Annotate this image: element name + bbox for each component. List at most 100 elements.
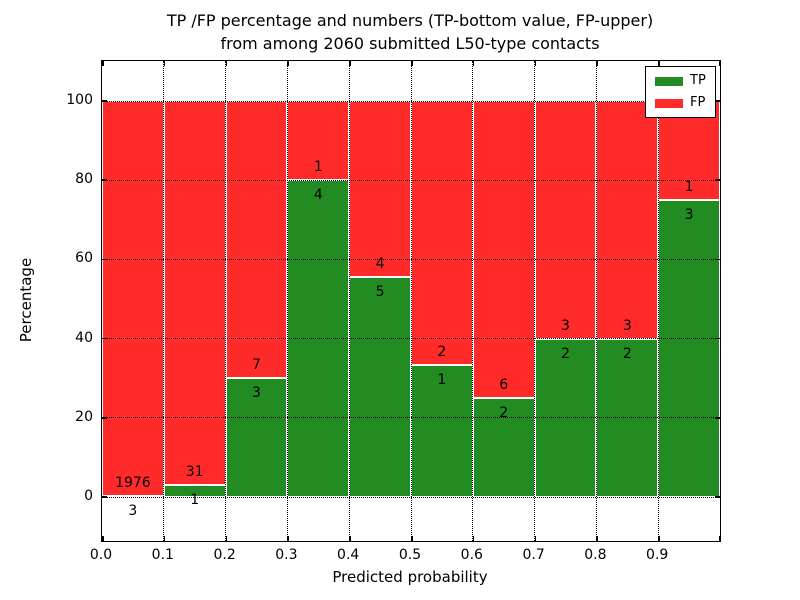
x-tick-top [534, 61, 537, 66]
x-axis-label: Predicted probability [332, 568, 488, 586]
y-tick-label: 80 [75, 171, 93, 188]
bar-tp [472, 398, 535, 497]
x-tick [102, 536, 104, 541]
x-tick-label: 0.9 [646, 547, 669, 563]
fp-count-label: 3 [622, 317, 632, 334]
x-tick-label: 0.7 [522, 547, 545, 563]
y-tick-label: 0 [84, 488, 93, 504]
legend: TP FP [645, 66, 716, 118]
x-tick [411, 536, 413, 541]
fp-count-label: 4 [375, 255, 385, 272]
bar-fp [102, 101, 164, 497]
fp-count-label: 31 [185, 463, 204, 480]
x-tick [534, 536, 537, 541]
x-tick-label: 0.8 [584, 547, 607, 563]
x-tick [349, 536, 351, 541]
x-tick-label: 0.5 [398, 547, 422, 563]
tp-count-label: 5 [375, 283, 385, 300]
bar-tp [658, 200, 720, 497]
y-tick [102, 100, 107, 102]
y-tick-right [715, 337, 720, 340]
x-tick-top [349, 61, 351, 66]
h-gridline [102, 338, 720, 340]
legend-label-tp: TP [690, 73, 706, 88]
fp-count-label: 1976 [115, 475, 151, 492]
x-tick [658, 536, 660, 541]
y-tick-label: 60 [75, 250, 93, 267]
bar-fp [349, 101, 411, 277]
y-tick-label: 100 [66, 92, 93, 108]
x-tick-top [411, 61, 413, 66]
tp-count-label: 3 [684, 207, 694, 223]
x-tick-top [596, 61, 598, 66]
plot-area: 1976 3 31 1 7 3 1 4 4 5 2 1 6 2 3 2 3 2 1 3 [101, 60, 721, 542]
v-gridline [225, 61, 227, 541]
v-gridline [286, 61, 288, 541]
fp-count-label: 3 [561, 317, 570, 334]
legend-label-fp: FP [690, 95, 706, 110]
v-gridline [348, 61, 350, 541]
x-tick [718, 536, 720, 541]
y-tick-right [715, 496, 720, 498]
y-tick [102, 496, 107, 498]
y-tick [102, 179, 107, 181]
v-gridline [410, 61, 412, 541]
tp-count-label: 1 [190, 491, 200, 508]
x-tick-label: 0.6 [460, 547, 483, 563]
v-gridline [163, 61, 165, 541]
tp-count-label: 3 [128, 503, 138, 520]
x-tick-label: 0.0 [89, 547, 113, 563]
v-gridline [472, 61, 474, 541]
bar-fp [225, 101, 288, 379]
tp-count-label: 3 [252, 385, 261, 402]
x-tick [225, 536, 228, 541]
x-tick [596, 536, 598, 541]
x-tick-label: 0.2 [213, 547, 236, 563]
tp-count-label: 2 [622, 345, 632, 362]
x-tick-top [658, 61, 660, 66]
fp-count-label: 1 [684, 179, 694, 195]
tp-count-label: 2 [561, 345, 570, 362]
x-tick [472, 536, 475, 541]
x-tick-top [225, 61, 228, 66]
y-tick [102, 417, 107, 419]
ticks-layer [102, 61, 720, 541]
chart-title: TP /FP percentage and numbers (TP-bottom… [101, 9, 719, 55]
x-tick-top [102, 61, 104, 66]
v-gridline [657, 61, 659, 541]
x-tick-label: 0.4 [337, 547, 360, 563]
y-tick [102, 337, 107, 340]
x-tick [163, 536, 166, 541]
legend-swatch-tp [655, 76, 683, 86]
h-gridline [102, 179, 720, 181]
fp-count-label: 7 [252, 357, 261, 374]
x-tick [287, 536, 289, 541]
y-tick-right [715, 100, 720, 102]
y-tick-right [715, 417, 720, 419]
fp-count-label: 1 [313, 159, 323, 176]
h-gridline [102, 100, 720, 102]
gridlines-layer [102, 61, 720, 541]
y-tick-label: 40 [75, 329, 93, 346]
y-tick [102, 258, 107, 261]
h-gridline [102, 496, 720, 498]
fp-count-label: 2 [437, 344, 447, 360]
legend-row: FP [655, 95, 706, 111]
legend-swatch-fp [655, 98, 683, 108]
x-tick-top [472, 61, 475, 66]
x-tick-top [287, 61, 289, 66]
x-tick-top [718, 61, 720, 66]
bar-fp [163, 101, 226, 485]
y-tick-label: 20 [75, 408, 93, 425]
y-axis-label: Percentage [17, 257, 35, 343]
chart-title-line2: from among 2060 submitted L50-type conta… [220, 34, 600, 53]
bar-tp [411, 365, 473, 497]
x-tick-label: 0.3 [275, 547, 298, 563]
legend-row: TP [655, 73, 706, 89]
chart-title-line1: TP /FP percentage and numbers (TP-bottom… [166, 11, 654, 30]
v-gridline [595, 61, 597, 541]
bar-fp [596, 101, 659, 339]
v-gridline [534, 61, 536, 541]
bar-labels-layer: 1976 3 31 1 7 3 1 4 4 5 2 1 6 2 3 2 3 2 1 3 [102, 61, 720, 541]
